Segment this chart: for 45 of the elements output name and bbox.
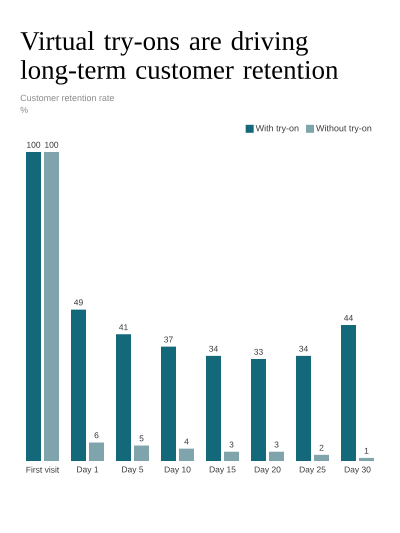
bar xyxy=(44,152,59,461)
x-tick-label: Day 15 xyxy=(210,466,236,474)
bar xyxy=(250,359,266,461)
data-label: 37 xyxy=(164,336,173,342)
data-label: 34 xyxy=(209,346,218,352)
y-axis-title: % xyxy=(20,106,28,114)
data-label: 49 xyxy=(74,299,83,306)
bar xyxy=(89,442,104,461)
data-label: 41 xyxy=(118,324,128,330)
data-label: 6 xyxy=(94,432,98,438)
data-label: 100 xyxy=(45,142,58,148)
bar xyxy=(268,452,284,461)
bar xyxy=(160,346,176,461)
bar xyxy=(116,334,131,461)
legend-label: With try-on xyxy=(256,124,298,134)
x-tick-label: Day 1 xyxy=(77,466,98,474)
data-label: 4 xyxy=(184,438,189,444)
bar xyxy=(224,452,239,461)
x-tick-label: Day 25 xyxy=(300,466,326,474)
data-label: 1 xyxy=(364,448,368,454)
bar xyxy=(26,152,41,461)
x-tick-label: First visit xyxy=(26,466,60,473)
data-label: 3 xyxy=(229,442,234,448)
data-label: 100 xyxy=(27,142,40,148)
x-tick-label: Day 20 xyxy=(254,466,281,474)
x-tick-label: Day 10 xyxy=(164,466,191,474)
bar xyxy=(314,454,329,461)
data-label: 5 xyxy=(139,435,144,442)
bar xyxy=(358,458,374,461)
data-label: 2 xyxy=(320,444,324,451)
chart-title: Virtual try-ons are driving long-term customer retention xyxy=(20,31,338,85)
bar xyxy=(206,356,221,461)
data-label: 33 xyxy=(254,348,263,355)
legend-label: Without try-on xyxy=(316,124,372,134)
x-tick-label: Day 5 xyxy=(122,466,144,474)
bar xyxy=(134,446,149,461)
chart-subtitle: Customer retention rate xyxy=(20,94,114,102)
bar xyxy=(71,310,86,461)
x-tick-label: Day 30 xyxy=(344,466,371,474)
bar xyxy=(178,448,194,461)
bar xyxy=(296,356,311,461)
bar xyxy=(340,325,356,461)
data-label: 44 xyxy=(344,315,353,321)
data-label: 3 xyxy=(274,442,278,448)
data-label: 34 xyxy=(299,346,308,352)
